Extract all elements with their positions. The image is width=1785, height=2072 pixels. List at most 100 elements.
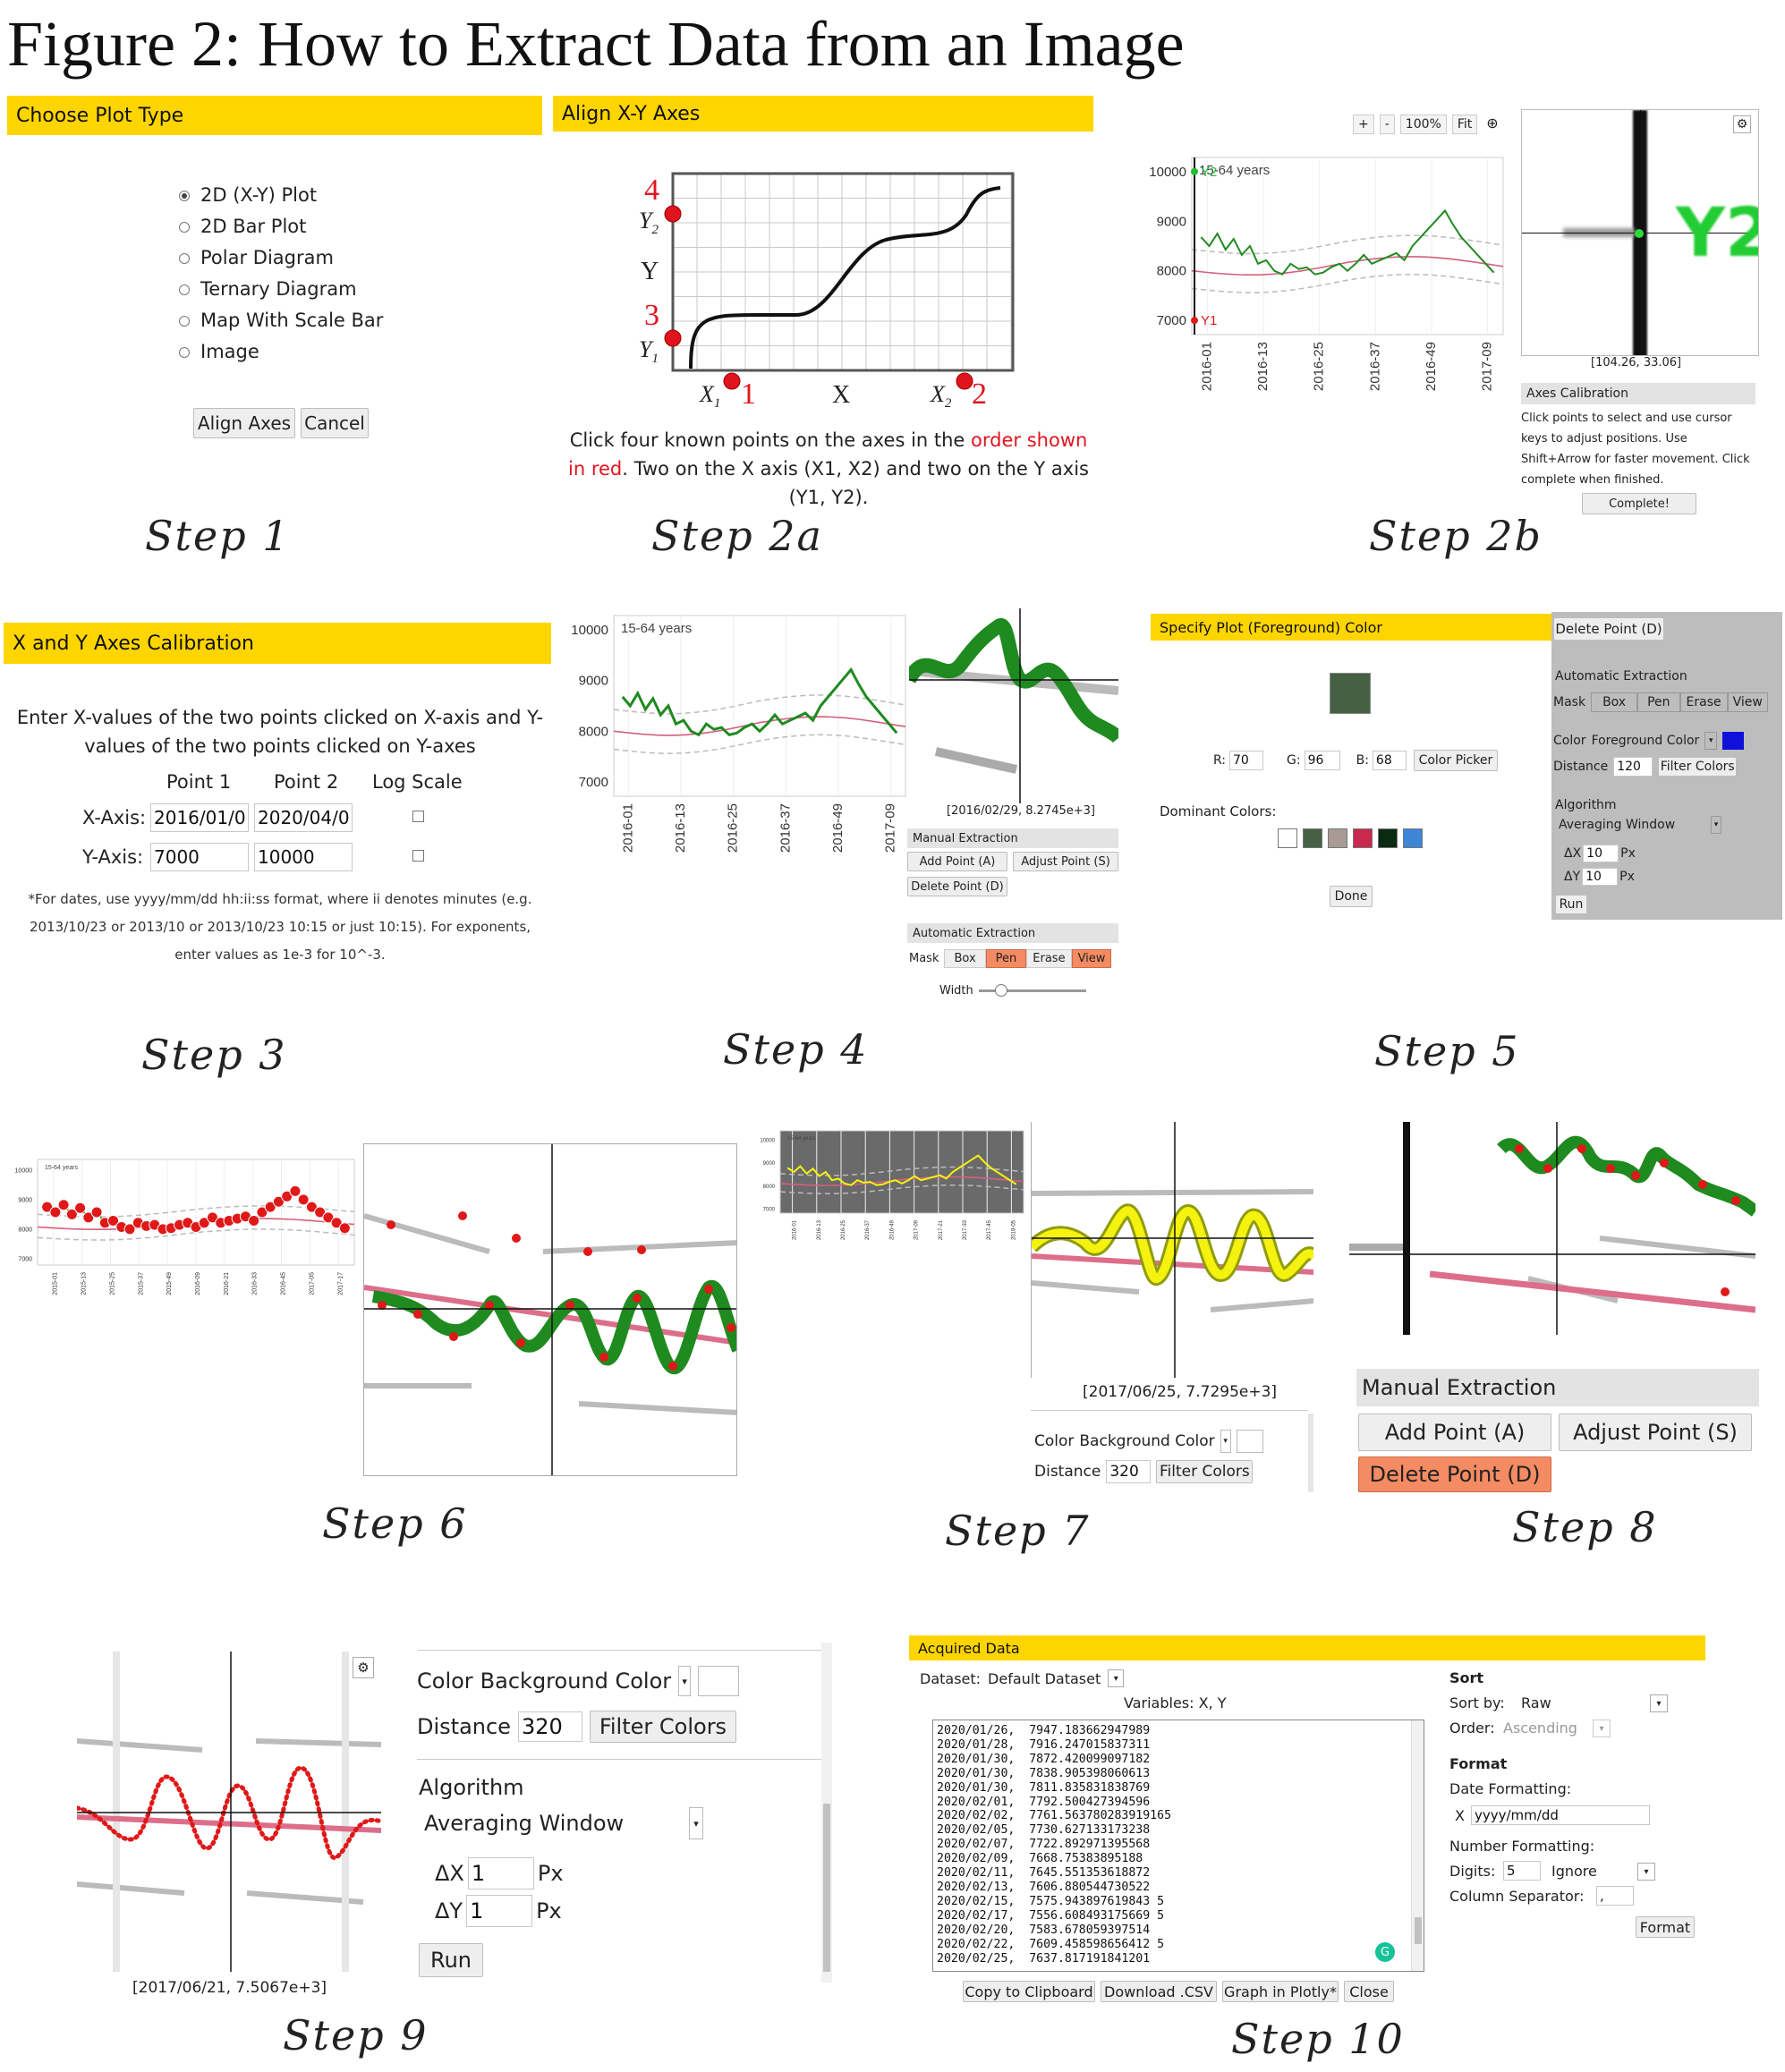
zoom-toolbar-button[interactable]: - (1379, 115, 1395, 134)
dataset-dropdown[interactable]: ▾ (1108, 1669, 1125, 1687)
radio-button[interactable] (179, 190, 190, 201)
filter-colors-button-5[interactable]: Filter Colors (1658, 757, 1738, 777)
plot-type-option[interactable]: Image (179, 335, 383, 367)
radio-button[interactable] (179, 284, 190, 295)
extracted-point (322, 1211, 335, 1224)
radio-button[interactable] (179, 221, 190, 233)
distance-input-5[interactable]: 120 (1613, 757, 1653, 777)
distance-input-7[interactable]: 320 (1106, 1460, 1152, 1483)
y1-input[interactable]: 7000 (150, 843, 249, 871)
dominant-color-swatch[interactable] (1303, 828, 1322, 848)
dominant-color-swatch[interactable] (1403, 828, 1423, 848)
x-log-checkbox[interactable] (412, 811, 424, 822)
y1-point (664, 329, 682, 347)
y-log-checkbox[interactable] (412, 850, 424, 862)
digits-input[interactable]: 5 (1503, 1861, 1541, 1881)
bg-color-swatch-9[interactable] (698, 1666, 740, 1696)
x2-input[interactable]: 2020/04/0 (254, 803, 353, 832)
align-axes-button[interactable]: Align Axes (193, 408, 295, 438)
y2-input[interactable]: 10000 (254, 843, 353, 871)
r-input[interactable]: 70 (1229, 751, 1264, 770)
fg-color-dropdown[interactable]: ▾ (1704, 732, 1718, 750)
delete-point-button-5[interactable]: Delete Point (D) (1553, 617, 1664, 641)
plot-type-option[interactable]: Map With Scale Bar (179, 304, 383, 335)
width-slider[interactable] (979, 984, 1086, 997)
algorithm-dropdown-5[interactable]: ▾ (1711, 816, 1721, 834)
plot-type-option[interactable]: Polar Diagram (179, 242, 383, 273)
dominant-color-swatch[interactable] (1378, 828, 1398, 848)
radio-button[interactable] (179, 252, 190, 264)
width-label: Width (939, 984, 973, 998)
plot-type-option[interactable]: 2D Bar Plot (179, 210, 383, 242)
x-tick-label: 2017-33 (963, 1219, 968, 1240)
add-point-button-8[interactable]: Add Point (A) (1358, 1414, 1551, 1451)
box-button-5[interactable]: Box (1591, 692, 1638, 712)
run-button-9[interactable]: Run (419, 1943, 483, 1977)
dominant-color-swatch[interactable] (1328, 828, 1347, 848)
view-button[interactable]: View (1071, 948, 1112, 968)
filter-colors-button-7[interactable]: Filter Colors (1156, 1460, 1254, 1483)
dominant-color-swatch[interactable] (1278, 828, 1297, 848)
run-button-5[interactable]: Run (1555, 895, 1587, 914)
bg-color-swatch-7[interactable] (1236, 1430, 1263, 1453)
settings-icon-9[interactable]: ⚙ (353, 1657, 374, 1678)
view-button-5[interactable]: View (1727, 692, 1768, 712)
filter-colors-button-9[interactable]: Filter Colors (589, 1711, 736, 1743)
plot-type-option[interactable]: Ternary Diagram (179, 273, 383, 304)
date-format-input[interactable]: yyyy/mm/dd (1471, 1805, 1650, 1825)
box-button[interactable]: Box (944, 948, 986, 968)
target-icon[interactable]: ⊕ (1486, 115, 1499, 132)
step4-zoom (909, 608, 1118, 803)
step9-scrollbar[interactable] (821, 1643, 832, 1983)
pen-button[interactable]: Pen (985, 948, 1027, 968)
distance-input-9[interactable]: 320 (517, 1711, 582, 1742)
x-tick-label: 2015-25 (109, 1272, 115, 1295)
graph-plotly-button[interactable]: Graph in Plotly* (1222, 1981, 1339, 2002)
download-csv-button[interactable]: Download .CSV (1101, 1981, 1217, 2002)
format-button[interactable]: Format (1636, 1916, 1695, 1938)
x-tick-label: 2016-13 (817, 1219, 822, 1240)
zoom-toolbar-button[interactable]: + (1353, 115, 1374, 134)
radio-button[interactable] (179, 346, 190, 358)
sort-by-dropdown[interactable]: ▾ (1650, 1694, 1668, 1712)
adjust-point-button[interactable]: Adjust Point (S) (1013, 852, 1118, 871)
erase-button[interactable]: Erase (1026, 948, 1072, 968)
order-dropdown[interactable]: ▾ (1593, 1720, 1611, 1737)
close-button[interactable]: Close (1344, 1981, 1394, 2002)
x1-input[interactable]: 2016/01/0 (150, 803, 249, 832)
delete-point-button-8[interactable]: Delete Point (D) (1358, 1456, 1551, 1492)
adjust-point-button-8[interactable]: Adjust Point (S) (1559, 1414, 1752, 1451)
algorithm-dropdown-9[interactable]: ▾ (689, 1807, 703, 1839)
copy-clipboard-button[interactable]: Copy to Clipboard (963, 1981, 1095, 2002)
auto-extraction-header: Automatic Extraction (907, 923, 1118, 943)
complete-button[interactable]: Complete! (1582, 493, 1696, 514)
extracted-point (413, 1310, 422, 1319)
data-textarea[interactable]: 2020/01/26, 7947.183662947989 2020/01/28… (932, 1720, 1424, 1972)
column-separator-input[interactable]: , (1596, 1886, 1634, 1906)
dy-input-9[interactable]: 1 (466, 1895, 533, 1927)
dx-input-5[interactable]: 10 (1583, 845, 1619, 862)
dominant-color-swatch[interactable] (1353, 828, 1373, 848)
g-input[interactable]: 96 (1304, 751, 1340, 770)
pen-button-5[interactable]: Pen (1637, 692, 1680, 712)
plot-type-option[interactable]: 2D (X-Y) Plot (179, 179, 383, 210)
bg-color-dropdown-9[interactable]: ▾ (678, 1666, 692, 1696)
dy-input-5[interactable]: 10 (1582, 868, 1619, 886)
cancel-button[interactable]: Cancel (301, 408, 369, 438)
fg-color-swatch[interactable] (1722, 732, 1745, 750)
ignore-dropdown[interactable]: ▾ (1637, 1863, 1655, 1881)
bg-color-dropdown-7[interactable]: ▾ (1220, 1430, 1231, 1453)
settings-icon[interactable]: ⚙ (1733, 115, 1751, 133)
radio-button[interactable] (179, 315, 190, 327)
add-point-button[interactable]: Add Point (A) (907, 852, 1007, 871)
done-button[interactable]: Done (1330, 886, 1373, 907)
erase-button-5[interactable]: Erase (1679, 692, 1728, 712)
delete-point-button[interactable]: Delete Point (D) (907, 877, 1007, 896)
b-input[interactable]: 68 (1372, 751, 1407, 770)
algorithm-value-9: Averaging Window (424, 1811, 625, 1836)
zoom-toolbar-button[interactable]: Fit (1451, 115, 1478, 134)
step7-scrollbar[interactable] (1308, 1414, 1313, 1492)
zoom-toolbar-button[interactable]: 100% (1399, 115, 1447, 134)
dx-input-9[interactable]: 1 (467, 1857, 534, 1889)
color-picker-button[interactable]: Color Picker (1413, 750, 1498, 771)
